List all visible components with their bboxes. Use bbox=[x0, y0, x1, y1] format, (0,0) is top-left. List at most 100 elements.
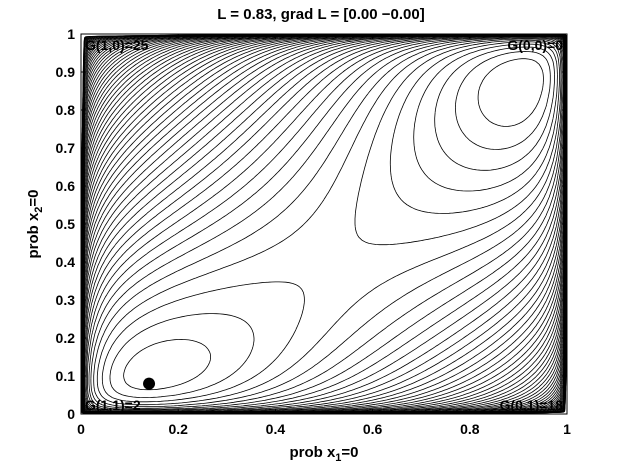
contour-line bbox=[93, 37, 564, 408]
contour-line bbox=[83, 35, 566, 413]
contour-line bbox=[83, 35, 565, 413]
corner-label: G(0,0)=0 bbox=[507, 37, 563, 53]
corner-label: G(1,1)=2 bbox=[85, 397, 141, 413]
y-tick-label: 0.4 bbox=[56, 254, 76, 270]
contour-line bbox=[96, 38, 563, 406]
contour-line bbox=[88, 36, 565, 410]
contour-lines bbox=[81, 34, 567, 414]
x-axis-label-sub: 1 bbox=[335, 452, 341, 464]
contour-line bbox=[82, 35, 566, 413]
contour-line bbox=[81, 34, 567, 414]
contour-line bbox=[83, 35, 565, 413]
contour-line bbox=[81, 34, 567, 414]
x-tick-label: 0.2 bbox=[168, 421, 188, 437]
contour-line bbox=[83, 35, 565, 413]
contour-line bbox=[82, 35, 566, 413]
contour-line bbox=[81, 34, 567, 414]
current-point-marker bbox=[143, 377, 156, 390]
contour-line bbox=[82, 34, 567, 414]
x-tick-label: 1 bbox=[563, 421, 571, 437]
contour-line bbox=[82, 34, 566, 413]
contour-line bbox=[81, 34, 567, 414]
contour-line bbox=[81, 34, 567, 414]
contour-line bbox=[82, 35, 566, 413]
y-tick-label: 0 bbox=[67, 406, 75, 422]
x-tick-label: 0 bbox=[77, 421, 85, 437]
contour-line bbox=[81, 34, 567, 414]
contour-line bbox=[81, 34, 567, 414]
contour-line bbox=[81, 34, 567, 414]
x-tick-label: 0.6 bbox=[363, 421, 383, 437]
x-tick-label: 0.8 bbox=[460, 421, 480, 437]
y-tick-label: 0.1 bbox=[56, 368, 76, 384]
plot-area bbox=[80, 33, 568, 415]
contour-line bbox=[83, 35, 566, 413]
y-tick-label: 0.5 bbox=[56, 216, 76, 232]
contour-line bbox=[81, 34, 567, 414]
contour-line bbox=[81, 34, 567, 414]
contour-line bbox=[81, 34, 567, 414]
contour-line bbox=[83, 35, 565, 412]
contour-line bbox=[81, 34, 567, 414]
contour-line bbox=[81, 34, 567, 414]
contour-line bbox=[82, 34, 566, 413]
contour-line bbox=[83, 35, 565, 413]
contour-line bbox=[81, 34, 567, 414]
contour-line bbox=[82, 34, 567, 414]
x-axis-label-suffix: =0 bbox=[341, 444, 358, 461]
contour-line bbox=[82, 34, 567, 414]
x-axis: 0 0.2 0.4 0.6 0.8 1 bbox=[77, 34, 571, 437]
y-tick-label: 0.6 bbox=[56, 178, 76, 194]
contour-line bbox=[81, 34, 567, 414]
corner-label: G(1,0)=25 bbox=[85, 37, 149, 53]
x-axis-label: prob x1=0 bbox=[289, 444, 358, 464]
y-tick-label: 0.9 bbox=[56, 64, 76, 80]
y-tick-label: 0.2 bbox=[56, 330, 76, 346]
contour-line bbox=[81, 34, 567, 414]
contour-line bbox=[82, 34, 567, 414]
contour-line bbox=[81, 34, 567, 414]
contour-line bbox=[81, 34, 567, 414]
y-axis-label-sub: 2 bbox=[33, 207, 45, 213]
contour-line bbox=[82, 34, 567, 414]
contour-line bbox=[455, 51, 551, 150]
contour-line bbox=[123, 43, 558, 391]
contour-line bbox=[81, 34, 567, 414]
contour-line bbox=[82, 34, 567, 414]
contour-line bbox=[101, 39, 562, 403]
contour-line bbox=[83, 35, 565, 413]
contour-line bbox=[83, 35, 565, 412]
x-axis-label-main: prob x bbox=[289, 444, 335, 461]
x-tick-label: 0.4 bbox=[266, 421, 286, 437]
contour-line bbox=[84, 36, 565, 412]
contour-line bbox=[83, 35, 566, 413]
chart-title: L = 0.83, grad L = [0.00 −0.00] bbox=[217, 6, 424, 23]
contour-line bbox=[81, 34, 567, 414]
contour-line bbox=[81, 34, 567, 414]
y-tick-label: 0.7 bbox=[56, 140, 76, 156]
contour-line bbox=[90, 36, 564, 409]
contour-line bbox=[81, 34, 567, 414]
contour-line bbox=[82, 35, 566, 413]
y-axis-label-main: prob x bbox=[25, 212, 42, 258]
contour-line bbox=[83, 35, 566, 413]
y-tick-label: 0.8 bbox=[56, 102, 76, 118]
corner-label: G(0,1)=18 bbox=[500, 397, 564, 413]
corner-labels: G(1,0)=25 G(0,0)=0 G(1,1)=2 G(0,1)=18 bbox=[85, 37, 563, 413]
y-tick-label: 1 bbox=[67, 26, 75, 42]
contour-line bbox=[81, 34, 567, 414]
contour-line bbox=[85, 36, 565, 412]
contour-line bbox=[81, 34, 567, 414]
y-axis-label-suffix: =0 bbox=[25, 189, 42, 206]
y-tick-label: 0.3 bbox=[56, 292, 76, 308]
contour-line bbox=[84, 36, 565, 412]
y-axis-label: prob x2=0 bbox=[25, 189, 45, 258]
contour-line bbox=[81, 34, 567, 414]
contour-line bbox=[82, 34, 566, 414]
contour-line bbox=[81, 34, 567, 414]
contour-line bbox=[81, 34, 567, 414]
y-axis: 0 0.1 0.2 0.3 0.4 0.5 0.6 0.7 0.8 0.9 1 bbox=[56, 26, 567, 422]
contour-line bbox=[81, 34, 567, 414]
contour-line bbox=[81, 34, 567, 414]
